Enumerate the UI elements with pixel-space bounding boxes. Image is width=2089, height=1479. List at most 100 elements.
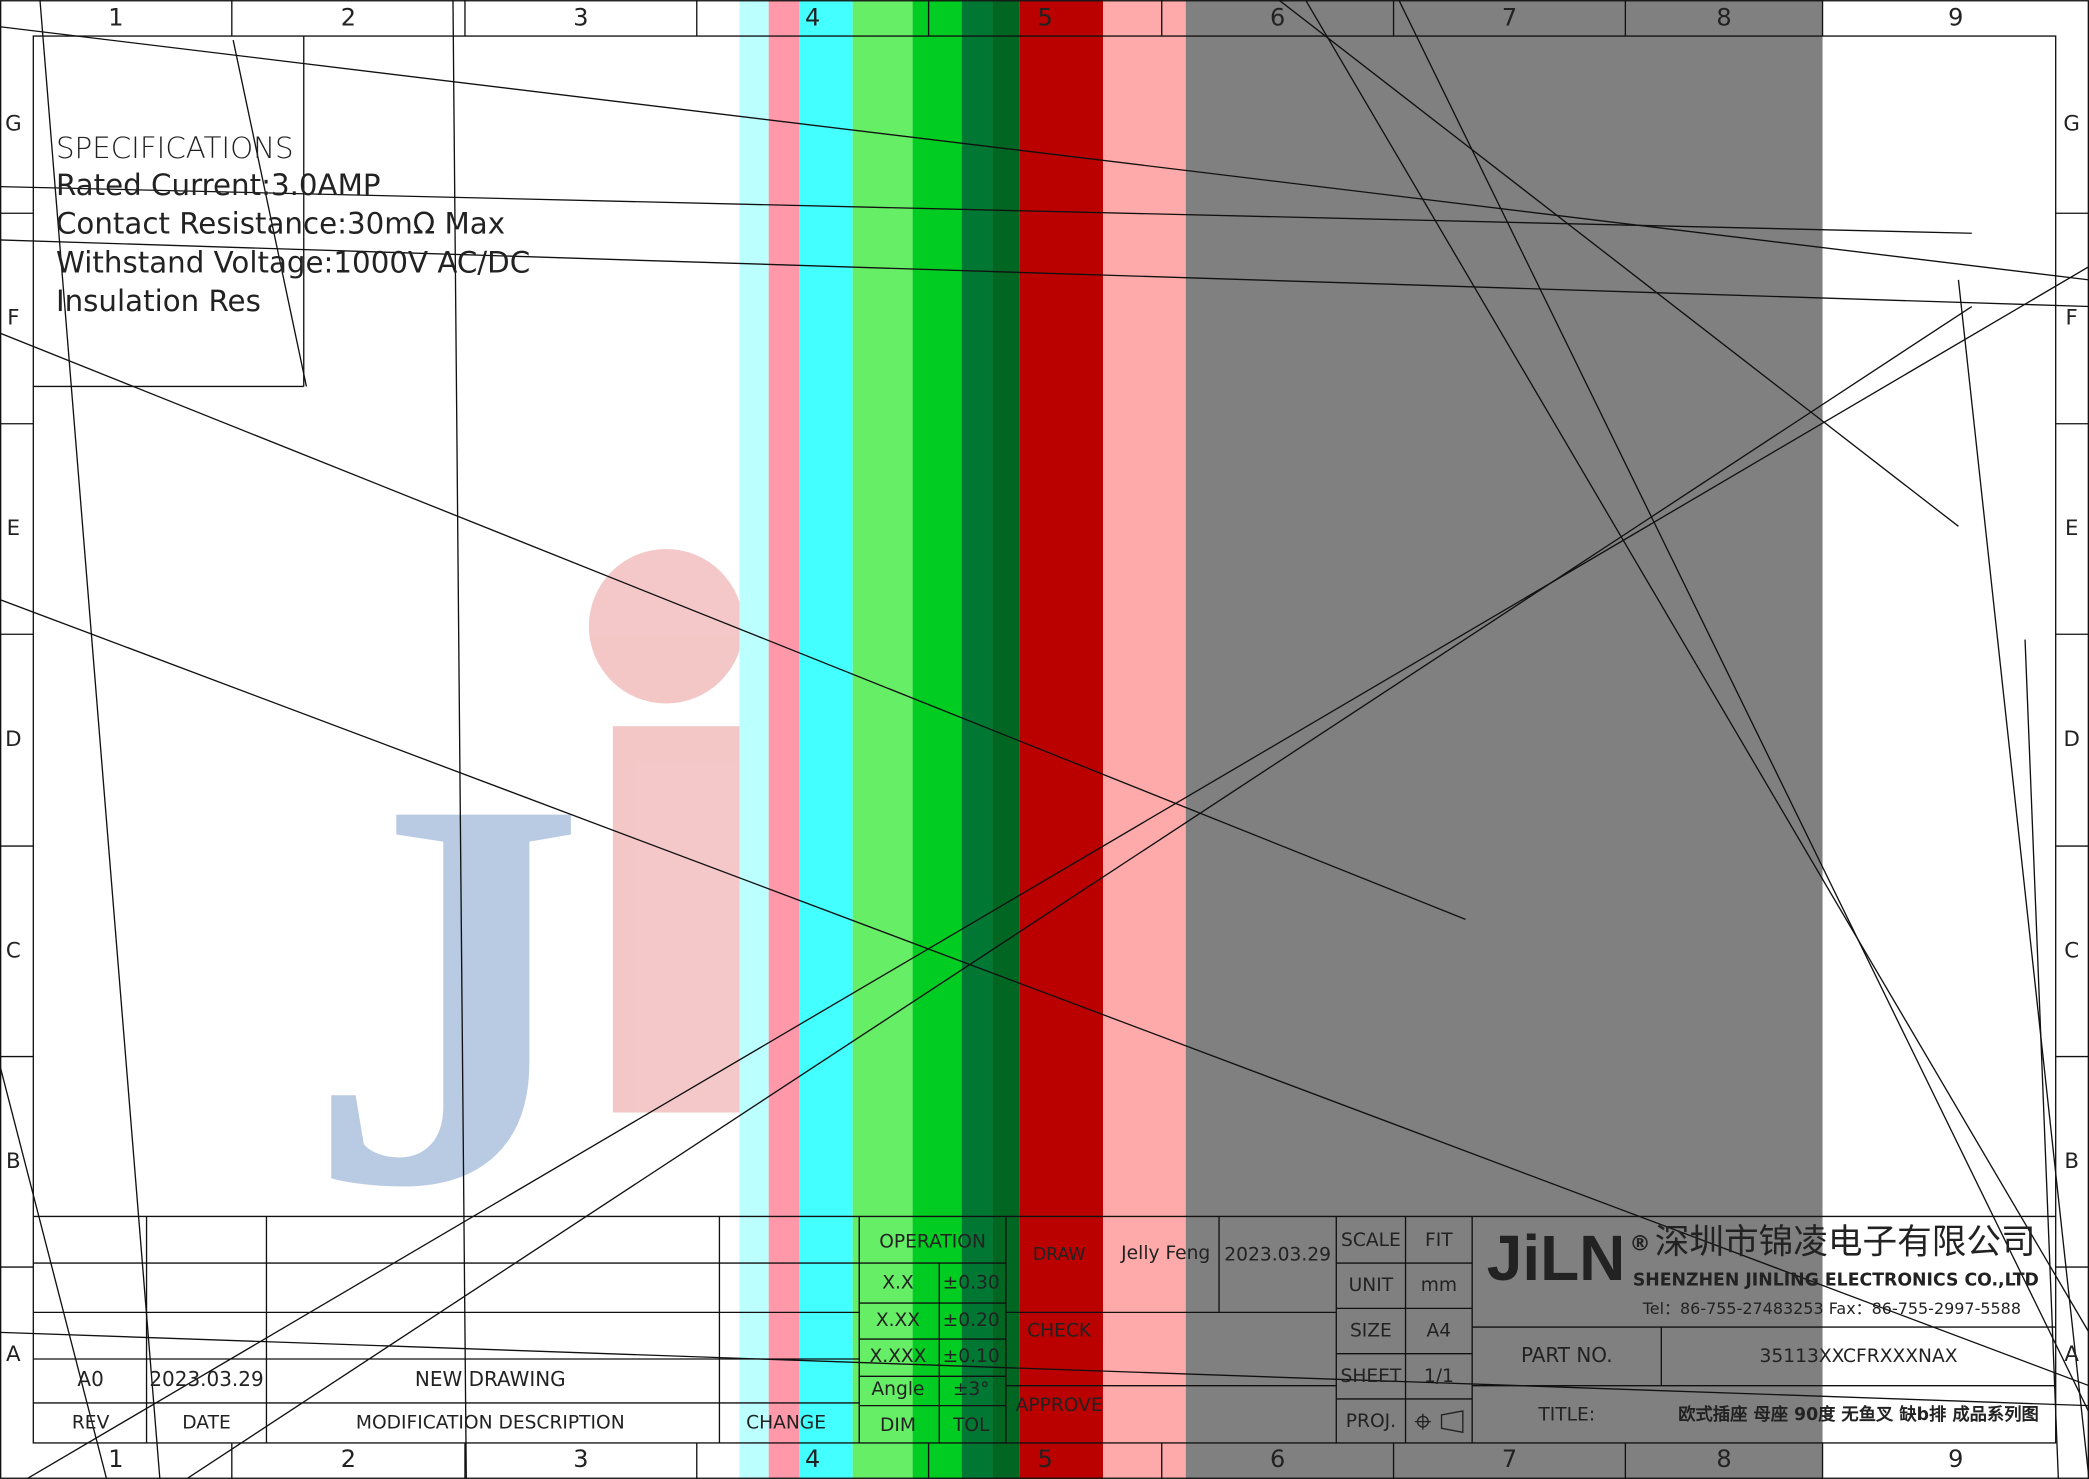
label: ±0.20	[943, 1310, 1000, 1331]
inner-border	[32, 35, 2057, 1444]
label: 5	[1038, 1445, 1053, 1473]
label: 35113XXCFRXXXNAX	[1760, 1346, 1958, 1367]
label: Contact Resistance:30mΩ Max	[56, 207, 505, 241]
label: ±0.10	[943, 1346, 1000, 1367]
label: TITLE:	[1537, 1404, 1595, 1425]
label: 2	[341, 1445, 356, 1473]
glitch-band	[739, 0, 1823, 1479]
label: F	[2066, 306, 2078, 331]
label: SCALE	[1341, 1230, 1401, 1251]
label: 6	[1270, 1445, 1285, 1473]
label: Jelly Feng	[1120, 1243, 1210, 1264]
label: FIT	[1425, 1230, 1453, 1251]
stray-line	[0, 598, 2089, 1387]
label: APPROVE	[1016, 1395, 1103, 1416]
stray-line	[39, 0, 161, 1479]
label: 2	[341, 4, 356, 32]
label: DRAW	[1033, 1245, 1086, 1265]
label: OPERATION	[879, 1231, 986, 1252]
label: TOL	[952, 1415, 990, 1436]
label: B	[2064, 1149, 2079, 1174]
label: ®	[1629, 1231, 1650, 1256]
label: C	[6, 938, 21, 963]
label: Angle	[871, 1379, 924, 1400]
label: ±0.30	[943, 1273, 1000, 1294]
stray-line	[0, 239, 2089, 308]
label: 3	[573, 4, 588, 32]
label: A	[6, 1342, 21, 1367]
label: X.XX	[876, 1310, 920, 1331]
stray-line	[1398, 0, 2089, 1413]
label: PROJ.	[1346, 1411, 1396, 1432]
stray-line	[1957, 279, 2089, 1479]
label: D	[5, 727, 21, 752]
stray-line	[1305, 0, 2089, 1333]
stray-line	[0, 1065, 108, 1479]
watermark: J	[306, 548, 747, 1303]
label: 1	[108, 4, 123, 32]
svg-text:J: J	[306, 683, 586, 1303]
label: 深圳市锦凌电子有限公司	[1655, 1222, 2036, 1262]
label: JiLN	[1487, 1222, 1626, 1294]
label: SPECIFICATIONS	[56, 131, 294, 165]
label: UNIT	[1349, 1275, 1394, 1296]
label: 8	[1716, 1445, 1731, 1473]
stray-line	[2024, 639, 2060, 1479]
label: Withstand Voltage:1000V AC/DC	[56, 245, 530, 279]
label: 8	[1716, 4, 1731, 32]
label: B	[6, 1149, 21, 1174]
label: C	[2064, 938, 2079, 963]
label: 9	[1948, 4, 1963, 32]
label: 4	[805, 1445, 820, 1473]
label: Tel：86-755-27483253 Fax：86-755-2997-5588	[1642, 1299, 2021, 1318]
label: Rated Current:3.0AMP	[56, 168, 381, 202]
label: Insulation Res	[56, 284, 261, 318]
label: X.XXX	[869, 1346, 926, 1367]
label: NEW DRAWING	[415, 1367, 566, 1391]
stray-line	[0, 26, 2089, 281]
label: mm	[1421, 1275, 1457, 1296]
label: 3	[573, 1445, 588, 1473]
label: CHANGE	[746, 1412, 826, 1433]
label: 4	[805, 4, 820, 32]
projection-circle	[1416, 1415, 1429, 1428]
label: 欧式插座 母座 90度 无鱼叉 缺b排 成品系列图	[1678, 1404, 2039, 1425]
label: A	[2064, 1342, 2079, 1367]
label: 6	[1270, 4, 1285, 32]
label: 5	[1038, 4, 1053, 32]
stray-line	[232, 39, 308, 387]
label: 2023.03.29	[1224, 1245, 1331, 1266]
label: 7	[1502, 4, 1517, 32]
label: CHECK	[1027, 1321, 1092, 1342]
label: 2023.03.29	[149, 1367, 263, 1391]
stray-line	[186, 305, 1973, 1479]
stray-line	[0, 332, 1466, 920]
label: F	[7, 306, 19, 331]
label: E	[7, 516, 20, 541]
label: SHENZHEN JINLING ELECTRONICS CO.,LTD	[1633, 1270, 2039, 1290]
label: SHEET	[1341, 1366, 1402, 1387]
label: D	[2063, 727, 2079, 752]
label: 7	[1502, 1445, 1517, 1473]
label: DATE	[182, 1412, 231, 1433]
labels: 1 1 2 2 3 3 4 4 5 5 6 6 7 7 8 8 9 9 G G F F E E D D C C B B A A SPECIFIC…	[5, 4, 2080, 1474]
label: 1	[108, 1445, 123, 1473]
label: G	[5, 112, 22, 137]
stray-line	[0, 1331, 2089, 1407]
label: DIM	[880, 1415, 916, 1436]
label: 1/1	[1424, 1366, 1454, 1387]
label: G	[2063, 112, 2080, 137]
label: REV	[72, 1412, 110, 1433]
label: SIZE	[1350, 1321, 1392, 1342]
stray-line	[0, 185, 1972, 234]
stray-line	[1278, 0, 1959, 527]
label: A4	[1427, 1321, 1452, 1342]
label: E	[2065, 516, 2078, 541]
label: PART NO.	[1521, 1343, 1613, 1367]
label: A0	[77, 1367, 103, 1391]
label: 9	[1948, 1445, 1963, 1473]
label: X.X	[882, 1273, 914, 1294]
